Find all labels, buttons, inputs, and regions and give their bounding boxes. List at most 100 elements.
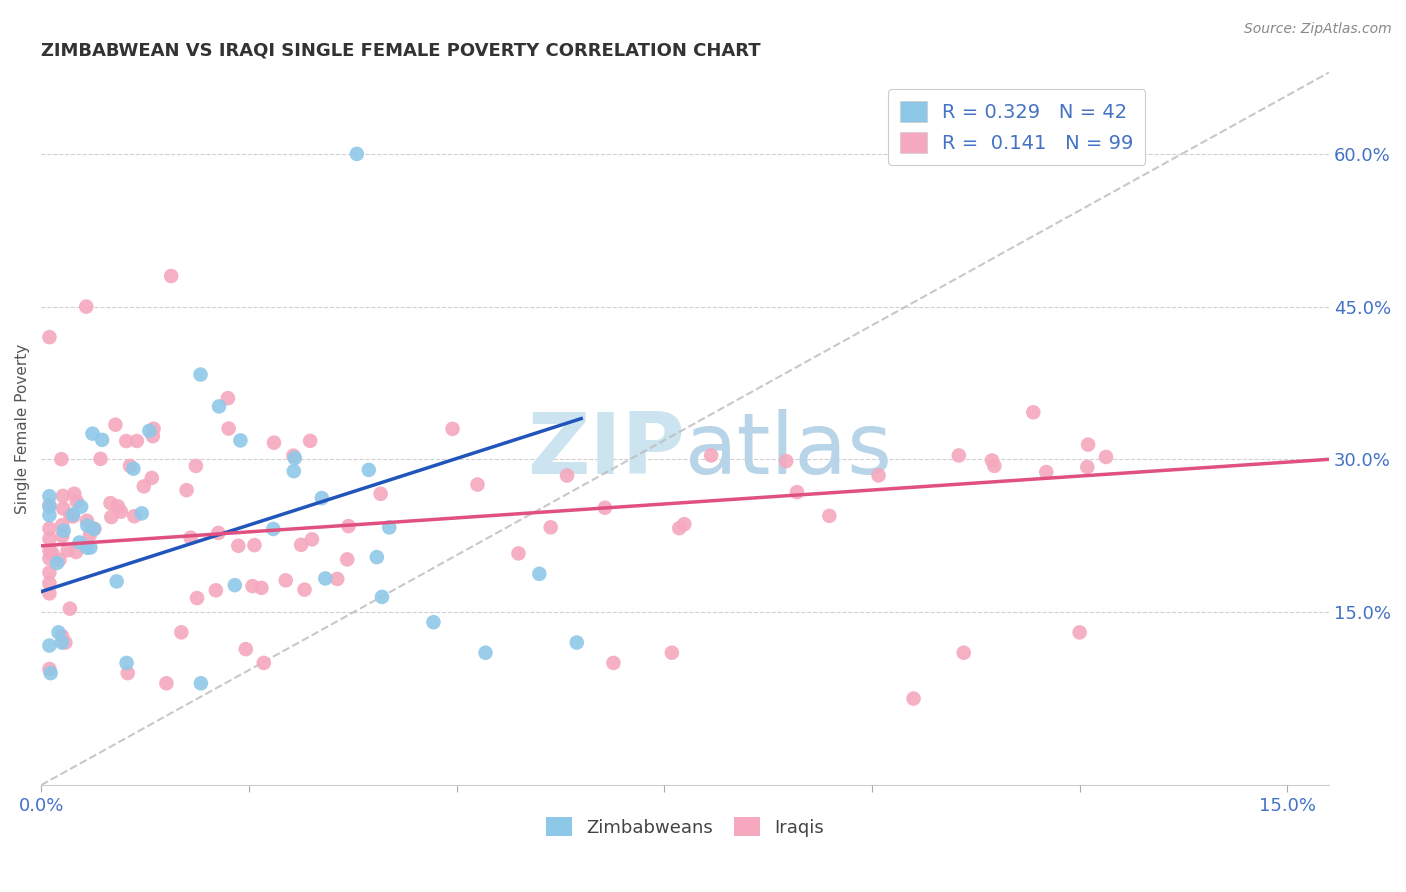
Point bbox=[83, 522, 105, 536]
Point bbox=[83, 522, 105, 536]
Point bbox=[508, 546, 530, 560]
Point bbox=[983, 458, 1005, 473]
Point bbox=[948, 449, 970, 463]
Point bbox=[903, 691, 925, 706]
Point bbox=[283, 464, 305, 478]
Point bbox=[184, 458, 207, 473]
Point bbox=[41, 546, 63, 560]
Point bbox=[82, 426, 104, 441]
Point bbox=[700, 449, 723, 463]
Point bbox=[314, 571, 336, 585]
Point bbox=[366, 550, 388, 565]
Point bbox=[62, 508, 84, 522]
Point bbox=[38, 532, 60, 546]
Text: Source: ZipAtlas.com: Source: ZipAtlas.com bbox=[1244, 22, 1392, 37]
Point bbox=[90, 451, 112, 466]
Point bbox=[115, 434, 138, 448]
Point bbox=[59, 508, 82, 523]
Point bbox=[1076, 460, 1098, 475]
Point bbox=[118, 458, 141, 473]
Point bbox=[299, 434, 322, 448]
Point bbox=[294, 582, 316, 597]
Point bbox=[62, 509, 84, 524]
Point bbox=[1069, 625, 1091, 640]
Point bbox=[142, 429, 165, 443]
Point bbox=[274, 574, 297, 588]
Point bbox=[981, 453, 1004, 467]
Point bbox=[208, 400, 231, 414]
Point bbox=[160, 268, 183, 283]
Point bbox=[48, 625, 70, 640]
Point bbox=[565, 635, 588, 649]
Point bbox=[53, 635, 76, 649]
Point bbox=[76, 514, 98, 528]
Point bbox=[48, 553, 70, 567]
Point bbox=[38, 498, 60, 512]
Point bbox=[226, 539, 249, 553]
Point bbox=[170, 625, 193, 640]
Point bbox=[122, 461, 145, 475]
Point bbox=[602, 656, 624, 670]
Point bbox=[76, 518, 98, 533]
Point bbox=[38, 508, 60, 523]
Point bbox=[122, 509, 145, 524]
Y-axis label: Single Female Poverty: Single Female Poverty bbox=[15, 343, 30, 514]
Point bbox=[100, 496, 122, 510]
Point bbox=[673, 517, 696, 532]
Point bbox=[326, 572, 349, 586]
Point bbox=[38, 522, 60, 536]
Point bbox=[51, 635, 73, 649]
Point bbox=[337, 519, 360, 533]
Point bbox=[138, 424, 160, 438]
Point bbox=[39, 666, 62, 681]
Point bbox=[253, 656, 276, 670]
Point bbox=[775, 454, 797, 468]
Point bbox=[38, 576, 60, 591]
Point bbox=[131, 507, 153, 521]
Point bbox=[38, 330, 60, 344]
Point bbox=[117, 666, 139, 681]
Point bbox=[56, 543, 79, 558]
Point bbox=[786, 485, 808, 500]
Point bbox=[51, 529, 73, 543]
Point bbox=[357, 463, 380, 477]
Point bbox=[474, 646, 496, 660]
Point bbox=[371, 590, 394, 604]
Point bbox=[63, 486, 86, 500]
Point bbox=[1095, 450, 1118, 464]
Point bbox=[38, 489, 60, 503]
Point bbox=[263, 435, 285, 450]
Point bbox=[1022, 405, 1045, 419]
Point bbox=[818, 508, 841, 523]
Point bbox=[868, 468, 890, 483]
Point bbox=[301, 533, 323, 547]
Point bbox=[38, 586, 60, 600]
Point bbox=[467, 477, 489, 491]
Point bbox=[235, 642, 257, 657]
Point bbox=[38, 543, 60, 558]
Point bbox=[51, 452, 73, 467]
Point bbox=[115, 656, 138, 670]
Point bbox=[141, 471, 163, 485]
Point bbox=[110, 505, 132, 519]
Point bbox=[441, 422, 464, 436]
Point bbox=[52, 524, 75, 538]
Point bbox=[952, 646, 974, 660]
Point bbox=[290, 538, 312, 552]
Point bbox=[224, 578, 246, 592]
Point bbox=[529, 566, 551, 581]
Point bbox=[38, 662, 60, 676]
Point bbox=[346, 147, 368, 161]
Point bbox=[104, 417, 127, 432]
Point bbox=[229, 434, 252, 448]
Point bbox=[38, 639, 60, 653]
Point bbox=[51, 518, 73, 533]
Point bbox=[38, 500, 60, 514]
Point bbox=[155, 676, 177, 690]
Point bbox=[205, 583, 228, 598]
Point bbox=[91, 433, 114, 447]
Point bbox=[218, 421, 240, 435]
Point bbox=[52, 501, 75, 516]
Legend: Zimbabweans, Iraqis: Zimbabweans, Iraqis bbox=[538, 810, 831, 844]
Text: atlas: atlas bbox=[685, 409, 893, 491]
